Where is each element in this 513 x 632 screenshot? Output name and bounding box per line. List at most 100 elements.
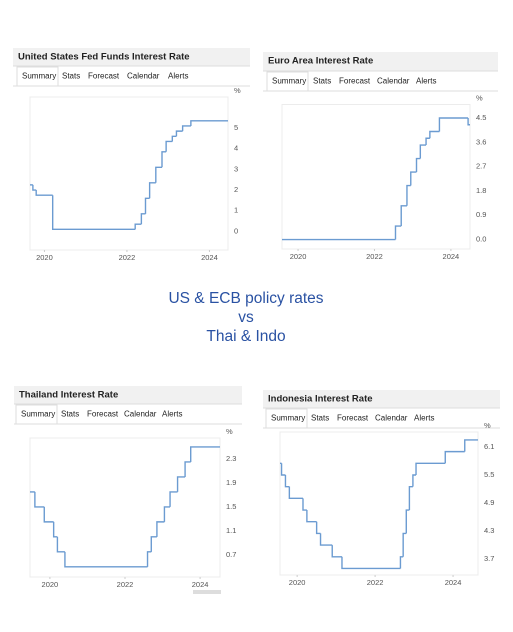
x-tick-label: 2020: [42, 580, 59, 589]
x-tick-label: 2022: [117, 580, 134, 589]
line-step: [165, 140, 173, 152]
line-step: [415, 462, 446, 475]
tab[interactable]: Forecast: [339, 77, 371, 86]
line-step: [315, 521, 321, 535]
line-step: [51, 195, 136, 231]
line-step: [181, 125, 191, 132]
tab[interactable]: Alerts: [168, 72, 188, 81]
panel-title: Euro Area Interest Rate: [268, 56, 373, 67]
line-step: [410, 171, 417, 186]
y-tick-label: 2.3: [226, 454, 236, 463]
panel-header: [263, 390, 500, 408]
x-tick-label: 2024: [445, 578, 462, 587]
line-step: [406, 184, 411, 206]
panel-header: [14, 386, 242, 404]
line-step: [331, 545, 342, 558]
caption: Thai & Indo: [206, 328, 285, 345]
tab[interactable]: Stats: [61, 410, 79, 419]
y-tick-label: 1.8: [476, 186, 486, 195]
line-step: [134, 223, 142, 230]
tab[interactable]: Calendar: [127, 72, 160, 81]
active-tab[interactable]: [16, 66, 59, 87]
line-step: [140, 213, 146, 225]
y-tick-label: 3.7: [484, 554, 494, 563]
line-step: [467, 118, 470, 126]
tab[interactable]: Calendar: [124, 410, 157, 419]
y-tick-label: 0.7: [226, 550, 236, 559]
plot-frame: [279, 431, 479, 576]
tab[interactable]: Summary: [271, 414, 305, 423]
panel-header: [13, 48, 250, 66]
y-tick-label: 0.0: [476, 235, 486, 244]
line-step: [319, 533, 333, 546]
active-tab[interactable]: [15, 404, 58, 425]
active-tab[interactable]: [265, 408, 308, 429]
y-tick-label: 5: [234, 123, 238, 132]
line-step: [184, 461, 191, 477]
line-step: [171, 135, 177, 142]
line-step: [341, 556, 401, 570]
y-tick-label: 3: [234, 164, 238, 173]
y-tick-label: 4.5: [476, 113, 486, 122]
y-tick-label: 4.9: [484, 498, 494, 507]
line-step: [464, 439, 478, 452]
tab[interactable]: Summary: [22, 72, 56, 81]
line-step: [52, 521, 58, 538]
line-step: [429, 130, 440, 139]
line-step: [146, 551, 152, 567]
line-step: [56, 536, 65, 553]
panel-title: United States Fed Funds Interest Rate: [18, 52, 190, 63]
tab[interactable]: Forecast: [88, 72, 120, 81]
tab[interactable]: Stats: [313, 77, 331, 86]
x-tick-label: 2020: [289, 578, 306, 587]
line-step: [169, 491, 178, 507]
y-tick-label: 4.3: [484, 526, 494, 535]
line-step: [302, 498, 307, 511]
tab[interactable]: Alerts: [414, 414, 434, 423]
x-tick-label: 2022: [367, 578, 384, 587]
line-step: [190, 120, 228, 126]
x-tick-label: 2024: [443, 252, 460, 261]
line-step: [35, 190, 53, 196]
panel-header: [263, 52, 498, 71]
tab[interactable]: Alerts: [416, 77, 436, 86]
tab[interactable]: Calendar: [375, 414, 408, 423]
line-step: [161, 151, 167, 168]
y-tick-label: 1.9: [226, 478, 236, 487]
tab[interactable]: Calendar: [377, 77, 410, 86]
active-tab[interactable]: [266, 71, 309, 92]
line-step: [175, 130, 183, 137]
line-step: [408, 485, 413, 511]
line-step: [155, 166, 162, 183]
y-tick-label: 2: [234, 185, 238, 194]
x-tick-label: 2020: [290, 252, 307, 261]
plot-frame: [29, 437, 221, 578]
line-step: [150, 536, 157, 552]
x-tick-label: 2022: [119, 253, 136, 262]
tab[interactable]: Stats: [62, 72, 80, 81]
line-step: [190, 446, 220, 462]
y-tick-label: 1: [234, 206, 238, 215]
tab[interactable]: Summary: [21, 410, 55, 419]
line-step: [176, 476, 186, 492]
line-step: [438, 117, 469, 132]
tab[interactable]: Forecast: [87, 410, 119, 419]
line-step: [34, 491, 45, 508]
line-step: [415, 157, 421, 173]
line-step: [280, 463, 286, 476]
line-step: [163, 506, 171, 522]
x-tick-label: 2024: [201, 253, 218, 262]
line-step: [306, 510, 317, 523]
line-step: [64, 551, 148, 568]
caption: vs: [238, 309, 254, 326]
line-step: [425, 137, 430, 146]
tab[interactable]: Forecast: [337, 414, 369, 423]
tab[interactable]: Stats: [311, 414, 329, 423]
line-step: [156, 521, 165, 537]
y-tick-label: 0: [234, 226, 238, 235]
tab[interactable]: Alerts: [162, 410, 182, 419]
tab[interactable]: Summary: [272, 77, 306, 86]
line-step: [144, 197, 150, 214]
y-tick-label: 3.6: [476, 137, 486, 146]
